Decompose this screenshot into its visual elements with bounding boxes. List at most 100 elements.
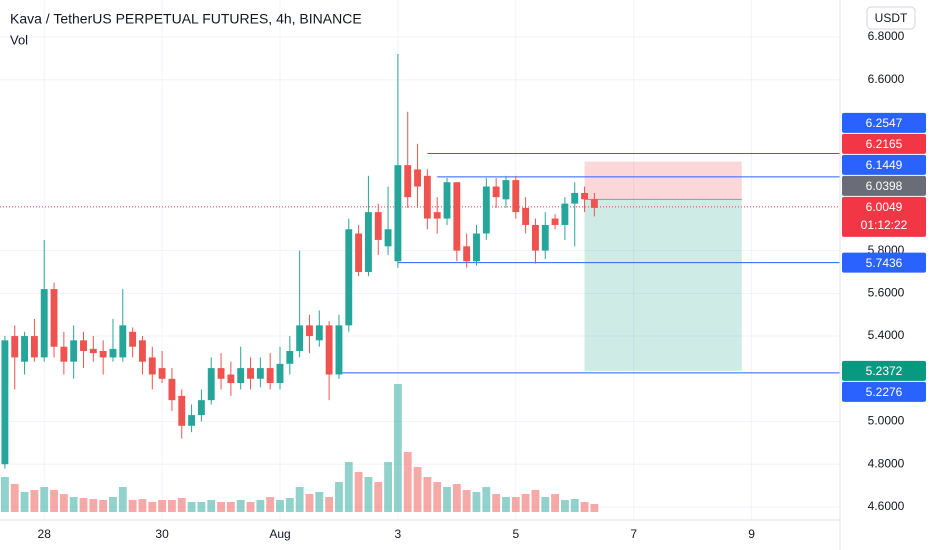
x-tick-label: Aug: [269, 527, 290, 541]
candle-body: [168, 378, 176, 401]
volume-bar: [20, 492, 29, 512]
candle-body: [571, 192, 579, 204]
candle-body: [551, 218, 559, 225]
candle-body: [50, 289, 58, 347]
candle-body: [178, 395, 186, 426]
price-tag: 5.7436: [842, 252, 926, 273]
candle-body: [21, 336, 28, 362]
candle-body: [119, 325, 127, 358]
candle-body: [345, 229, 353, 326]
price-tag-box: [842, 112, 926, 133]
volume-bar: [295, 487, 304, 512]
candle-body: [99, 351, 107, 358]
volume-bar: [325, 497, 334, 512]
x-tick-label: 9: [748, 527, 755, 541]
volume-bar: [354, 472, 363, 512]
price-tag: 6.1449: [842, 154, 926, 175]
candle-body: [414, 169, 421, 187]
candle-body: [109, 348, 117, 358]
volume-bar: [541, 497, 550, 512]
volume-bar: [197, 502, 206, 512]
candle-body: [384, 229, 392, 247]
candle-body: [335, 325, 343, 375]
candle-body: [541, 224, 549, 251]
volume-bar: [217, 502, 225, 512]
price-tag-label: 6.1449: [866, 158, 903, 172]
candle-body: [315, 325, 323, 341]
candle-body: [404, 165, 412, 198]
candle-body: [473, 233, 480, 262]
volume-bar: [413, 467, 422, 512]
x-tick-label: 3: [395, 527, 402, 541]
volume-bar: [226, 502, 235, 512]
price-tag-box: [842, 175, 926, 196]
candle-body: [463, 246, 471, 262]
candle-body: [237, 368, 245, 384]
y-tick-label: 5.6000: [868, 285, 905, 299]
volume-bar: [531, 490, 540, 512]
price-tag: 6.0398: [842, 175, 926, 196]
price-tag-box: [842, 381, 926, 402]
volume-bar: [177, 498, 186, 512]
candle-body: [590, 199, 598, 208]
volume-bar: [128, 500, 137, 512]
candle-body: [374, 212, 382, 240]
volume-pane: [0, 384, 599, 512]
volume-bar: [403, 452, 412, 512]
volume-bar: [59, 494, 68, 512]
candle-body: [89, 348, 97, 354]
stop-zone: [584, 161, 742, 200]
volume-bar: [30, 490, 39, 512]
volume-bar: [433, 482, 442, 512]
currency-button[interactable]: [866, 6, 916, 30]
candle-body: [364, 212, 372, 272]
volume-bar: [207, 500, 216, 512]
y-tick-label: 6.6000: [868, 72, 905, 86]
plot: [0, 54, 840, 469]
price-tag-box: [842, 252, 926, 273]
volume-bar: [384, 462, 392, 512]
candle-body: [453, 182, 461, 251]
volume-bar: [10, 484, 19, 512]
price-tag: 5.2372: [842, 360, 926, 381]
price-tag-label: 6.2165: [866, 137, 903, 151]
volume-bar: [246, 502, 255, 512]
candle-body: [207, 368, 215, 401]
price-tag: 5.2276: [842, 381, 926, 402]
volume-bar: [335, 482, 343, 512]
candle-body: [80, 340, 87, 352]
volume-bar: [492, 494, 501, 512]
volume-bar: [374, 482, 383, 512]
volume-bar: [462, 490, 471, 512]
volume-bar: [50, 490, 58, 512]
price-tag-box: [842, 154, 926, 175]
volume-bar: [40, 487, 49, 512]
candle-body: [581, 192, 588, 200]
volume-bar: [551, 494, 560, 512]
candle-body: [325, 325, 333, 375]
volume-bar: [452, 484, 461, 512]
volume-bar: [187, 502, 196, 512]
current-price-box: [842, 196, 926, 237]
candle-body: [139, 340, 146, 362]
currency-label[interactable]: USDT: [875, 11, 908, 25]
volume-bar: [482, 487, 491, 512]
volume-bar: [118, 487, 127, 512]
volume-bar: [511, 497, 520, 512]
price-tag-label: 6.2547: [866, 116, 903, 130]
price-tag-label: 5.7436: [866, 256, 903, 270]
y-tick-label: 4.6000: [868, 499, 905, 513]
y-tick-label: 5.0000: [868, 414, 905, 428]
candle-body: [148, 357, 156, 375]
candle-body: [561, 203, 569, 225]
price-tag-box: [842, 133, 926, 154]
candle-body: [188, 415, 196, 426]
candle-body: [60, 346, 68, 362]
candle-body: [217, 368, 225, 379]
price-tag: 6.2165: [842, 133, 926, 154]
y-tick-label: 4.8000: [868, 456, 905, 470]
candle-body: [256, 368, 264, 379]
candle-body: [423, 175, 431, 219]
candle-body: [355, 233, 363, 272]
